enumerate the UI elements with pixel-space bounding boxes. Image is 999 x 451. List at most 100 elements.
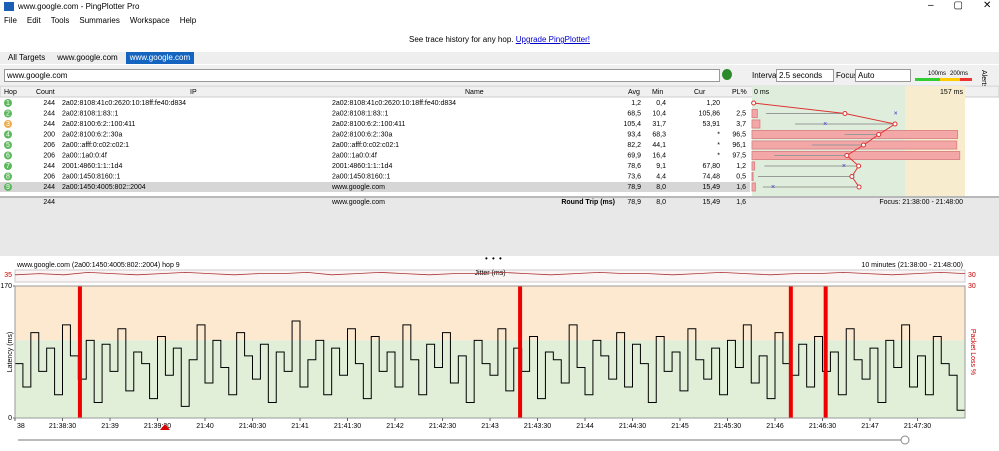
interval-select[interactable]: 2.5 seconds [776, 69, 834, 82]
column-header: IP [190, 89, 197, 96]
name: 2a02:8100:6:2::100:411 [332, 121, 406, 128]
packet-loss-bar [77, 286, 82, 418]
jitter-left: 35 [4, 272, 12, 279]
tab[interactable]: www.google.com [57, 53, 118, 62]
hop-badge [4, 172, 12, 181]
y-tick-label: 170 [0, 283, 12, 290]
x-tick-label: 21:39 [101, 423, 119, 430]
hop-number: 8 [6, 173, 10, 180]
cur: 53,91 [702, 121, 720, 128]
banner: See trace history for any hop. Upgrade P… [0, 30, 999, 50]
cur: * [717, 142, 720, 149]
hop-number: 7 [6, 163, 10, 170]
x-tick-label: 21:43:30 [524, 423, 551, 430]
menu-item[interactable]: Summaries [79, 16, 120, 25]
summary-focus: Focus: 21:38:00 - 21:48:00 [879, 199, 963, 206]
cur: 105,86 [699, 110, 721, 117]
min: 9,1 [656, 163, 666, 170]
count: 200 [43, 131, 55, 138]
count: 244 [43, 163, 55, 170]
menu-item[interactable]: Help [179, 16, 197, 25]
table-header-bg [0, 85, 999, 98]
menu-item[interactable]: File [4, 16, 17, 25]
packet-loss: 97,5 [732, 152, 746, 159]
x-tick-label: 21:46 [766, 423, 784, 430]
x-tick-label: 21:41:30 [334, 423, 361, 430]
window-controls[interactable]: –▢✕ [928, 0, 991, 11]
avg: 93,4 [627, 131, 641, 138]
latency-max: 157 ms [940, 89, 963, 96]
start-button[interactable] [722, 69, 732, 80]
ip: 2a02:8100:6:2::100:411 [62, 121, 136, 128]
name: 2001:4860:1:1::1d4 [332, 163, 392, 170]
x-tick-label: 21:46:30 [809, 423, 836, 430]
avg-point [876, 132, 882, 137]
tab[interactable]: All Targets [8, 53, 46, 62]
menu-item[interactable]: Edit [26, 16, 41, 25]
avg-point [849, 174, 855, 179]
y2-tick-label: 30 [968, 283, 976, 290]
avg: 1,2 [631, 100, 641, 107]
hop-number: 4 [6, 131, 10, 138]
upgrade-link[interactable]: Upgrade PingPlotter! [515, 35, 590, 44]
focus-select[interactable]: Auto [855, 69, 911, 82]
min: 10,4 [652, 110, 666, 117]
slider-knob[interactable] [900, 435, 910, 445]
x-tick-label: 21:43 [481, 423, 499, 430]
latency-line [15, 320, 965, 411]
banner-text: See trace history for any hop. [409, 35, 514, 44]
name: 2a00::afff:0:c02:c02:1 [332, 142, 399, 149]
app-icon [4, 2, 14, 11]
ip: 2a00::1a0:0:4f [62, 152, 107, 159]
avg-point [861, 142, 867, 148]
count: 244 [43, 100, 55, 107]
avg-point [844, 153, 850, 158]
hop-badge [4, 109, 12, 118]
avg: 78,9 [627, 184, 641, 191]
hop-number: 2 [6, 110, 10, 117]
min: 16,4 [652, 152, 666, 159]
avg: 82,2 [627, 142, 641, 149]
hop-badge [4, 99, 12, 107]
column-header: Cur [694, 89, 706, 96]
hop-badge [4, 141, 12, 149]
summary-cur: 15,49 [702, 199, 720, 206]
avg-point [892, 121, 898, 127]
scale-red [960, 78, 972, 81]
avg-point [856, 184, 862, 190]
splitter[interactable]: • • • [485, 254, 503, 263]
target-input[interactable]: www.google.com [4, 69, 720, 82]
ip: 2a00::afff:0:c02:c02:1 [62, 142, 129, 149]
cur: * [717, 131, 720, 138]
summary-count: 244 [43, 199, 55, 206]
column-header: Name [465, 89, 484, 96]
x-tick-label: 21:39:30 [144, 423, 171, 430]
min: 4,4 [656, 173, 666, 180]
cur-marker: × [842, 163, 846, 170]
y2-axis-label: Packet Loss % [969, 329, 976, 375]
hop-badge [4, 162, 12, 170]
count: 244 [43, 184, 55, 191]
cur: 15,49 [702, 184, 720, 191]
loss-bar [751, 109, 758, 118]
cur-marker: × [894, 110, 898, 117]
name: 2a00::1a0:0:4f [332, 152, 377, 159]
ip: 2a02:8100:6:2::30a [62, 131, 122, 138]
x-tick-label: 21:47:30 [904, 423, 931, 430]
summary-name: www.google.com [331, 199, 385, 206]
hop-number: 3 [6, 121, 10, 128]
column-header: Avg [628, 89, 640, 96]
tab[interactable]: www.google.com [125, 52, 195, 64]
avg: 105,4 [623, 121, 641, 128]
avg-point [751, 100, 757, 106]
column-header: Min [652, 89, 663, 96]
menu-item[interactable]: Workspace [129, 16, 170, 25]
name: 2a00:1450:8160::1 [332, 173, 390, 180]
menu-item[interactable]: Tools [50, 16, 70, 25]
ip: 2a02:8108:41c0:2620:10:18ff:fe40:d834 [62, 100, 186, 107]
hop-number: 6 [6, 152, 10, 159]
avg: 69,9 [627, 152, 641, 159]
scale-low: 100ms [928, 71, 947, 77]
summary-avg: 78,9 [627, 199, 641, 206]
